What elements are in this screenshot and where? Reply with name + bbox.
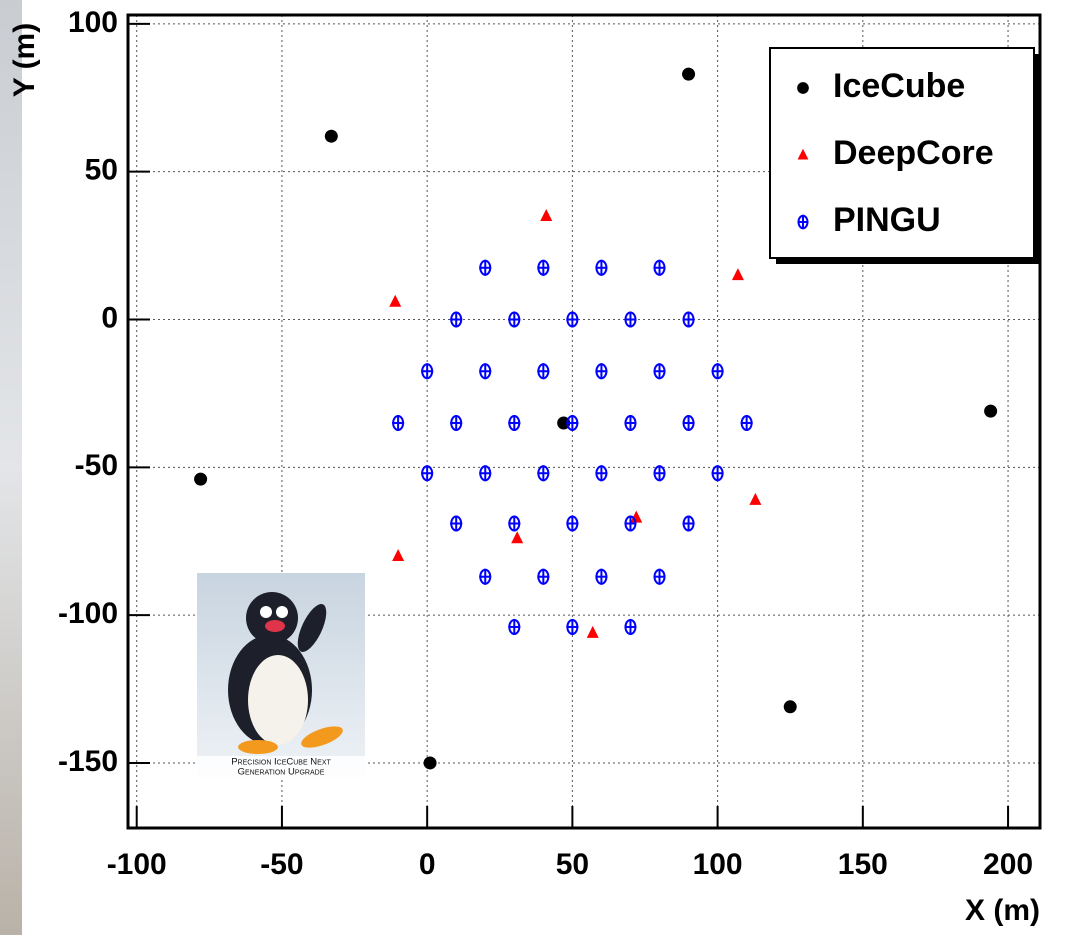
deepcore-string (586, 625, 599, 638)
pingu-string (682, 515, 695, 532)
deepcore-string (630, 510, 643, 523)
pingu-string (479, 259, 492, 276)
pingu-string (479, 363, 492, 380)
pingu-string (392, 414, 405, 431)
pingu-string (537, 363, 550, 380)
plot-frame (126, 13, 1042, 830)
pingu-string (566, 618, 579, 635)
deepcore-string (511, 531, 524, 544)
y-tick-label: 50 (85, 154, 118, 187)
pingu-string (595, 465, 608, 482)
pingu-string (711, 363, 724, 380)
pingu-string (508, 618, 521, 635)
pingu-string (711, 465, 724, 482)
background-strip (0, 0, 22, 935)
penguin-head (246, 592, 298, 644)
deepcore-string (540, 209, 553, 222)
penguin-beak (265, 620, 285, 632)
pingu-string (624, 414, 637, 431)
penguin-eye (276, 606, 288, 618)
deepcore-string (392, 549, 405, 562)
y-tick-label: 100 (68, 6, 118, 39)
pingu-string (421, 363, 434, 380)
penguin-belly (248, 655, 308, 745)
penguin-foot (238, 740, 278, 754)
pingu-string (653, 363, 666, 380)
y-tick-label: 0 (101, 301, 118, 334)
pingu-string (479, 465, 492, 482)
pingu-string (537, 465, 550, 482)
x-tick-label: 0 (419, 848, 436, 881)
legend-label: DeepCore (833, 134, 994, 172)
pingu-string (421, 465, 434, 482)
pingu-string (595, 568, 608, 585)
x-axis-label: X (m) (965, 894, 1040, 927)
marks (194, 67, 998, 770)
y-tick-label: -150 (58, 745, 118, 778)
inset-caption: Precision IceCube Next (231, 757, 331, 768)
x-tick-label: -100 (107, 848, 167, 881)
pingu-string (450, 515, 463, 532)
icecube-string (423, 756, 437, 770)
pingu-string (653, 465, 666, 482)
penguin-flipper (297, 604, 327, 652)
pingu-string (508, 515, 521, 532)
x-tick-label: 100 (693, 848, 743, 881)
pingu-string (740, 414, 753, 431)
grid (128, 15, 1040, 828)
y-tick-label: -100 (58, 597, 118, 630)
pingu-string (479, 568, 492, 585)
legend-label: PINGU (833, 201, 941, 239)
pingu-string (653, 568, 666, 585)
deepcore-string (749, 492, 762, 505)
icecube-string (984, 404, 998, 418)
deepcore-string (797, 148, 809, 160)
pingu-string (537, 568, 550, 585)
pingu-string (624, 311, 637, 328)
inset-image: Precision IceCube Next Generation Upgrad… (197, 573, 365, 778)
pingu-string (653, 259, 666, 276)
icecube-string (783, 700, 797, 714)
icecube-string (194, 472, 208, 486)
deepcore-string (389, 294, 402, 307)
pingu-string (624, 515, 637, 532)
legend-box (769, 47, 1035, 259)
pingu-string (797, 214, 809, 230)
deepcore-string (731, 268, 744, 281)
pingu-string (682, 414, 695, 431)
pingu-string (450, 414, 463, 431)
y-axis-label: Y (m) (8, 23, 41, 97)
pingu-string (508, 311, 521, 328)
penguin-foot (301, 726, 343, 748)
penguin-eye (260, 606, 272, 618)
pingu-string (566, 311, 579, 328)
caption-band (197, 756, 365, 777)
x-tick-label: 150 (838, 848, 888, 881)
x-tick-label: 200 (983, 848, 1033, 881)
y-tick-label: -50 (75, 449, 118, 482)
inset-caption: Generation Upgrade (238, 767, 325, 778)
pingu-string (537, 259, 550, 276)
icecube-string (324, 129, 338, 143)
x-tick-label: -50 (260, 848, 303, 881)
icecube-string (682, 67, 696, 81)
pingu-string (624, 618, 637, 635)
x-tick-label: 50 (556, 848, 589, 881)
pingu-string (595, 259, 608, 276)
pingu-string (682, 311, 695, 328)
legend-label: IceCube (833, 67, 965, 105)
pingu-string (566, 414, 579, 431)
legend: IceCube DeepCore PINGU (769, 47, 1040, 264)
ticks: -100 -50 0 50 100 150 200 -150 -100 -50 0 50 100 (58, 6, 1033, 881)
pingu-string (595, 363, 608, 380)
pingu-string (450, 311, 463, 328)
pingu-string (566, 515, 579, 532)
pingu-string (508, 414, 521, 431)
icecube-string (797, 82, 809, 94)
